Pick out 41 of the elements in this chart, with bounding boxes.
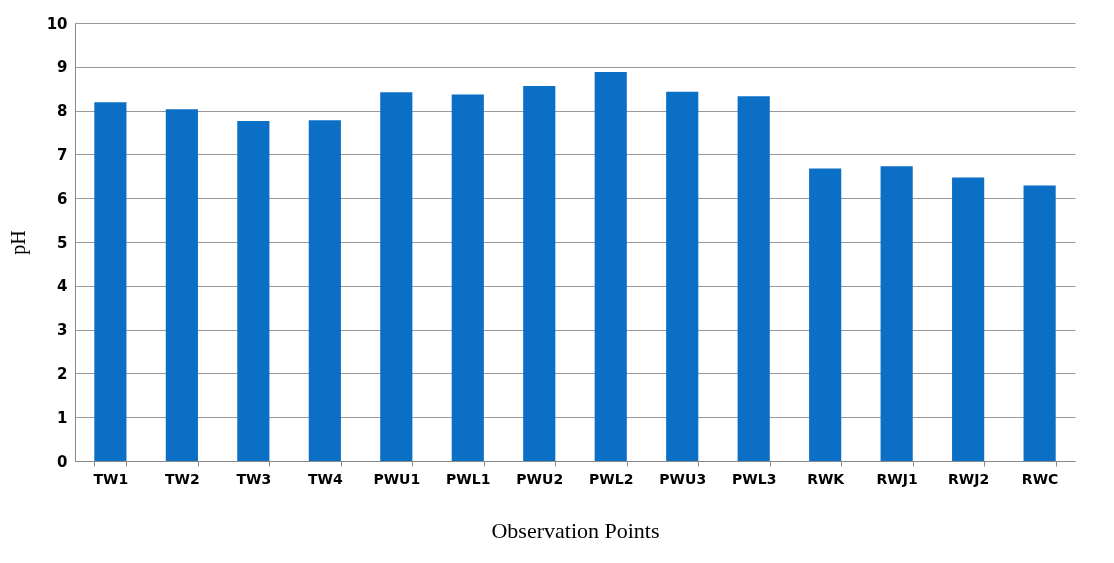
bar — [809, 168, 842, 461]
bar — [237, 121, 270, 461]
bar — [1023, 185, 1056, 461]
y-tick-label: 1 — [57, 408, 68, 427]
x-tick-label: PWL2 — [589, 470, 634, 487]
x-tick-label: TW3 — [236, 470, 272, 487]
bar — [523, 86, 556, 461]
bar — [165, 109, 198, 461]
y-tick-label: 2 — [57, 364, 68, 383]
x-tick-label: PWU2 — [516, 470, 564, 487]
x-axis-title: Observation Points — [491, 517, 660, 543]
bar — [880, 166, 913, 461]
x-tick-label: TW1 — [93, 470, 129, 487]
y-tick-label: 10 — [46, 14, 68, 33]
x-tick-label: RWJ2 — [948, 470, 990, 487]
y-tick-label: 4 — [57, 277, 68, 296]
x-tick-label: RWJ1 — [876, 470, 918, 487]
x-tick-label: PWL3 — [732, 470, 777, 487]
y-tick-label: 5 — [57, 233, 68, 252]
y-tick-label: 3 — [57, 321, 68, 340]
x-tick-label: PWL1 — [446, 470, 491, 487]
bar — [666, 91, 699, 461]
bar — [451, 94, 484, 461]
x-tick-label: TW2 — [164, 470, 200, 487]
x-tick-label: RWC — [1021, 470, 1059, 487]
y-tick-label: 7 — [57, 145, 68, 164]
y-tick-label: 9 — [57, 58, 68, 77]
y-axis-title: pH — [6, 230, 30, 255]
bar — [952, 177, 985, 461]
bar — [380, 92, 413, 461]
x-tick-label: PWU3 — [659, 470, 707, 487]
y-tick-label: 6 — [57, 189, 68, 208]
bar — [737, 96, 770, 461]
y-tick-label: 8 — [57, 102, 68, 121]
x-tick-label: TW4 — [307, 470, 343, 487]
bar — [308, 120, 341, 461]
bar — [594, 72, 627, 461]
x-tick-label: PWU1 — [373, 470, 421, 487]
y-tick-label: 0 — [57, 452, 68, 471]
bar — [94, 102, 127, 461]
x-tick-label: RWK — [807, 470, 846, 487]
